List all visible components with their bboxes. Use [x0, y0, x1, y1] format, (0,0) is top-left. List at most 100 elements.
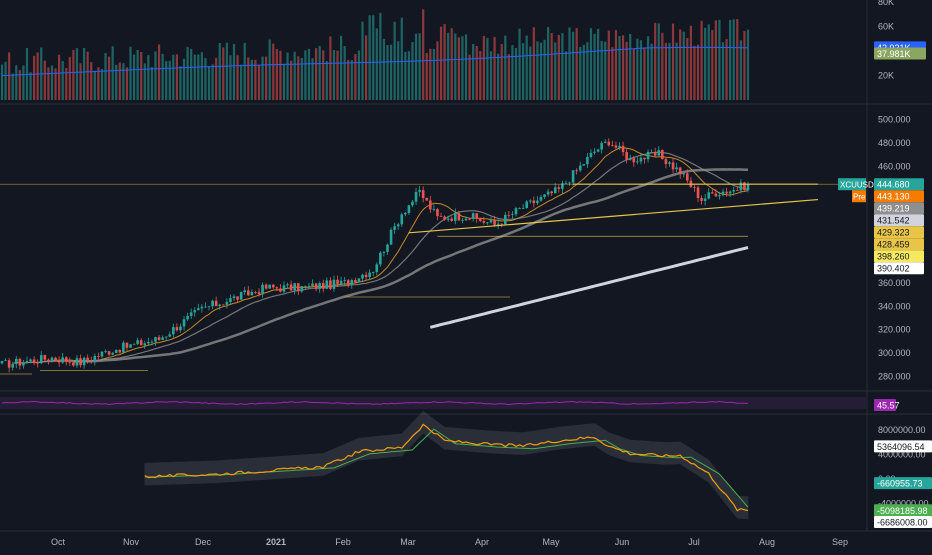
oscillator-band	[144, 410, 749, 520]
volume-bar	[65, 68, 68, 100]
volume-bar	[536, 41, 539, 100]
volume-bar	[714, 20, 717, 100]
price-level-label: 398.260	[877, 252, 910, 262]
volume-bar	[75, 48, 79, 100]
candle-body	[4, 360, 7, 362]
volume-bar	[0, 64, 4, 100]
oscillator-value-label-bg	[874, 515, 932, 528]
candle-body	[257, 292, 261, 295]
candle-body	[482, 221, 486, 223]
volume-bar	[336, 50, 339, 100]
volume-bar	[372, 15, 375, 100]
volume-bar	[22, 65, 25, 100]
candle-body	[421, 190, 425, 199]
pre-tag: Pre	[853, 193, 866, 202]
candle-body	[172, 327, 175, 335]
candle-body	[407, 205, 411, 213]
price-axis-tick: 500.000	[878, 115, 911, 125]
candle-body	[229, 298, 232, 302]
volume-bar	[514, 48, 518, 100]
candle-body	[182, 319, 186, 327]
volume-bar	[475, 45, 478, 100]
volume-bar	[682, 31, 685, 101]
volume-bar	[564, 51, 568, 100]
volume-bar	[689, 25, 692, 100]
volume-bar	[375, 28, 378, 100]
candle-body	[686, 173, 689, 181]
volume-bar	[97, 67, 100, 100]
volume-bar	[532, 27, 535, 101]
volume-bar	[339, 35, 343, 100]
volume-bar	[36, 52, 39, 100]
volume-bar	[450, 28, 453, 101]
candle-body	[75, 358, 79, 366]
candle-body	[168, 334, 172, 337]
volume-bar	[197, 54, 200, 100]
candle-body	[64, 357, 68, 362]
time-axis-tick: Jun	[615, 537, 630, 547]
volume-bar	[443, 24, 446, 101]
volume-bar	[157, 44, 161, 100]
volume-bar	[268, 39, 271, 100]
volume-bar	[11, 73, 14, 100]
candle-body	[114, 349, 118, 353]
candle-body	[489, 220, 493, 223]
candle-body	[346, 280, 350, 286]
candle-body	[496, 223, 500, 225]
candle-body	[282, 285, 286, 292]
candle-body	[493, 220, 496, 225]
volume-bar	[225, 42, 228, 100]
price-level-label: 439.219	[877, 204, 910, 214]
volume-bar	[207, 65, 211, 100]
time-axis-tick: 2021	[266, 537, 286, 547]
candle-body	[368, 272, 371, 278]
volume-bar	[154, 51, 157, 100]
oscillator-axis-tick: 4000000.00	[878, 450, 926, 460]
volume-bar	[236, 55, 239, 100]
volume-bar	[468, 54, 471, 100]
volume-bar	[407, 51, 411, 100]
candle-body	[318, 283, 321, 290]
volume-bar	[100, 69, 104, 100]
volume-bar	[493, 36, 496, 100]
volume-ma-line	[1, 46, 749, 76]
candle-body	[607, 141, 611, 146]
candle-body	[364, 274, 368, 278]
volume-bar	[368, 15, 371, 101]
candle-body	[300, 286, 304, 292]
candle-body	[404, 212, 407, 215]
candle-body	[143, 343, 147, 346]
candle-body	[718, 195, 721, 197]
candle-body	[204, 306, 207, 308]
candle-body	[189, 312, 193, 316]
volume-bar	[272, 43, 275, 100]
volume-bar	[561, 33, 564, 100]
volume-bar	[115, 64, 118, 100]
candle-body	[661, 150, 664, 160]
candle-body	[632, 158, 636, 163]
time-axis-tick: Jul	[688, 537, 700, 547]
volume-bar	[589, 28, 593, 101]
volume-bar	[15, 65, 18, 100]
volume-bar	[711, 29, 714, 100]
volume-bar	[193, 54, 196, 100]
rsi-line	[1, 400, 749, 406]
volume-bar	[611, 47, 614, 100]
volume-bar	[593, 33, 596, 100]
volume-bar	[8, 52, 11, 100]
volume-axis-tick: 20K	[878, 71, 894, 81]
candle-body	[57, 360, 61, 363]
volume-bar	[354, 54, 357, 100]
candle-body	[575, 170, 578, 172]
candle-body	[653, 152, 657, 156]
volume-bar	[486, 38, 489, 100]
price-level-label-bg	[874, 262, 924, 275]
volume-bar	[43, 60, 46, 100]
candle-body	[154, 337, 157, 342]
rsi-value-label-bg	[874, 399, 896, 411]
candle-body	[443, 216, 446, 220]
candle-body	[639, 157, 643, 162]
volume-bar	[257, 64, 261, 100]
pre-price-label: 443.130	[877, 192, 910, 202]
